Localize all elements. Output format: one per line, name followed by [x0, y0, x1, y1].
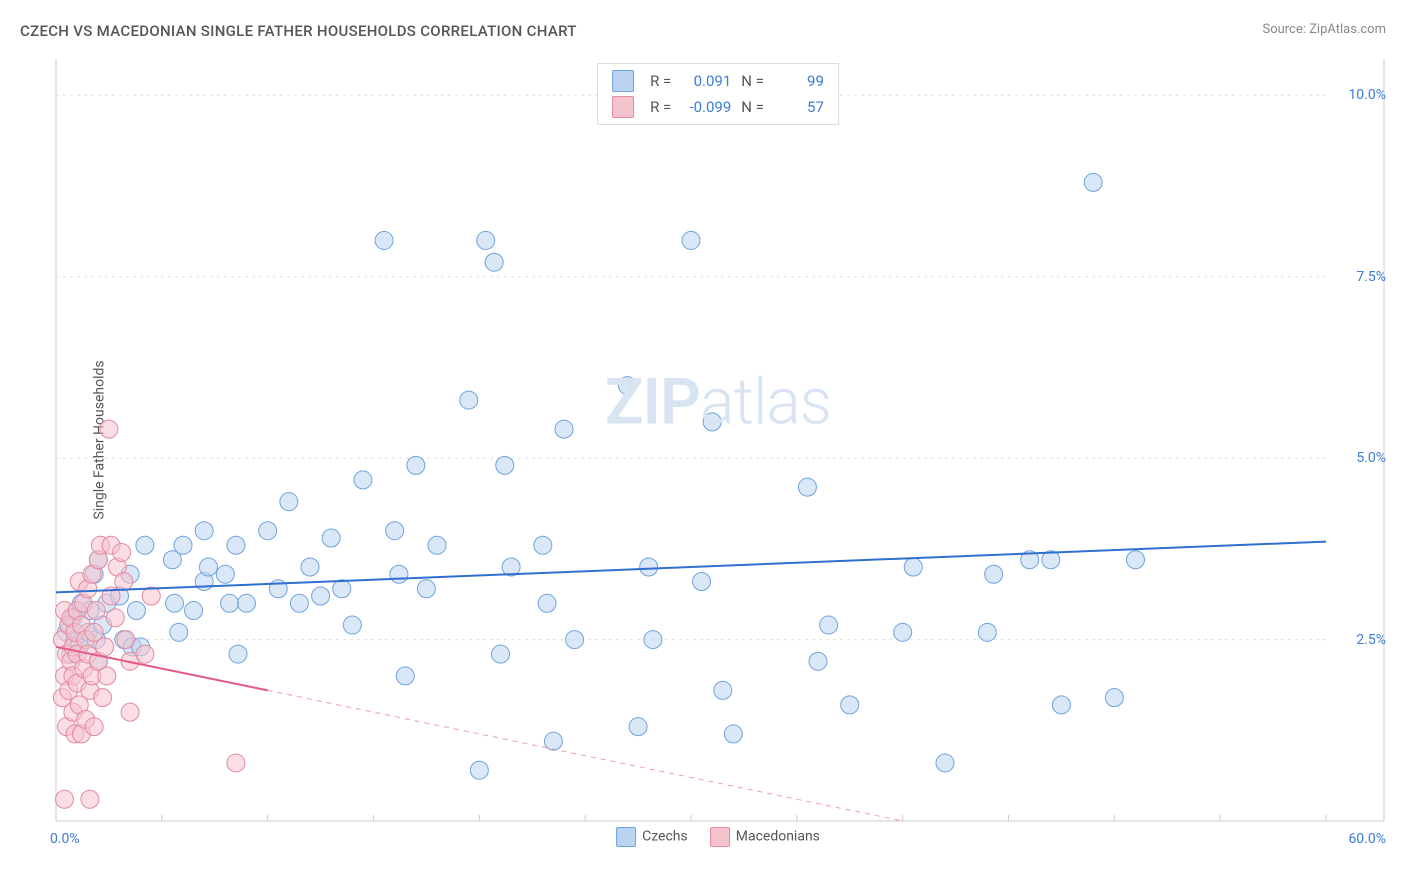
source-label: Source: ZipAtlas.com	[1262, 22, 1386, 37]
x-min-label: 0.0%	[50, 831, 80, 847]
y-tick-label: 2.5%	[1356, 632, 1386, 648]
swatch-czechs	[616, 827, 636, 847]
legend-macedonians-label: Macedonians	[736, 829, 820, 845]
y-tick-label: 10.0%	[1348, 87, 1386, 103]
swatch-macedonians	[710, 827, 730, 847]
y-tick-label: 7.5%	[1356, 269, 1386, 285]
correlation-row-czechs: R = 0.091 N = 99	[612, 68, 824, 94]
n-value-macedonians: 57	[774, 98, 824, 116]
rbox-swatch-macedonians	[612, 96, 634, 118]
chart-title: CZECH VS MACEDONIAN SINGLE FATHER HOUSEH…	[20, 22, 577, 40]
n-label: N =	[741, 72, 764, 90]
y-tick-label: 5.0%	[1356, 450, 1386, 466]
r-label: R =	[650, 72, 671, 90]
n-label: N =	[741, 98, 764, 116]
legend-czechs-label: Czechs	[642, 829, 688, 845]
r-value-macedonians: -0.099	[681, 98, 731, 116]
scatter-plot	[50, 55, 1386, 825]
correlation-box: R = 0.091 N = 99 R = -0.099 N = 57	[597, 63, 839, 125]
legend-macedonians: Macedonians	[710, 827, 820, 847]
r-value-czechs: 0.091	[681, 72, 731, 90]
rbox-swatch-czechs	[612, 70, 634, 92]
r-label: R =	[650, 98, 671, 116]
legend-czechs: Czechs	[616, 827, 688, 847]
n-value-czechs: 99	[774, 72, 824, 90]
correlation-row-macedonians: R = -0.099 N = 57	[612, 94, 824, 120]
x-legend: Czechs Macedonians	[616, 827, 820, 847]
x-max-label: 60.0%	[1348, 831, 1386, 847]
chart-area: Single Father Households ZIPatlas 2.5%5.…	[50, 55, 1386, 825]
